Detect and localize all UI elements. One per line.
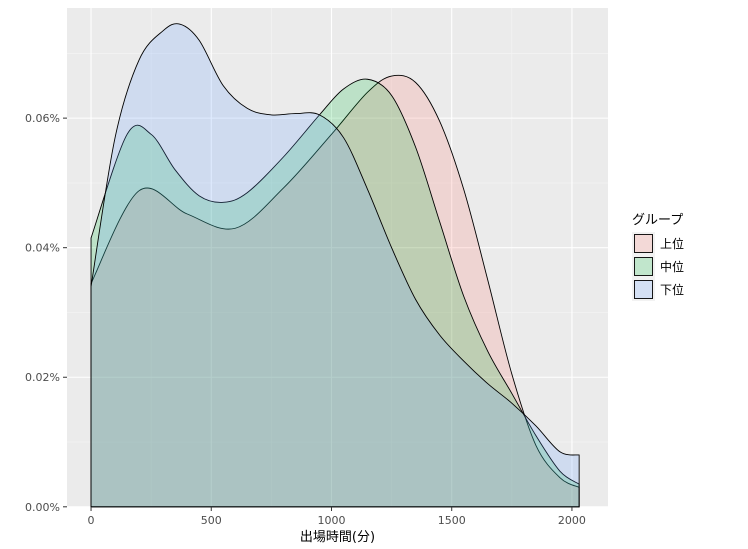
legend-swatch-2 xyxy=(634,257,653,276)
density-area-3 xyxy=(90,23,580,508)
legend-swatch-3 xyxy=(634,280,653,299)
legend-swatch-1 xyxy=(634,234,653,253)
legend-label-3: 下位 xyxy=(660,282,684,297)
x-tick-label: 0 xyxy=(88,514,95,527)
x-tick-label: 2000 xyxy=(558,514,586,527)
density-area-1 xyxy=(90,74,580,508)
x-tick-label: 500 xyxy=(201,514,222,527)
x-tick-label: 1500 xyxy=(438,514,466,527)
plot-panel xyxy=(67,8,608,507)
legend-key-bg xyxy=(632,255,655,278)
y-tick-label: 0.02% xyxy=(25,371,60,384)
y-tick-label: 0.00% xyxy=(25,501,60,514)
y-tick-label: 0.04% xyxy=(25,242,60,255)
legend-title: グループ xyxy=(632,213,683,228)
x-tick-label: 1000 xyxy=(317,514,345,527)
legend-label-1: 上位 xyxy=(660,236,684,251)
legend-key-bg xyxy=(632,232,655,255)
legend-label-2: 中位 xyxy=(660,259,684,274)
y-tick-label: 0.06% xyxy=(25,112,60,125)
x-axis-title: 出場時間(分) xyxy=(300,530,375,545)
density-area-2 xyxy=(90,78,580,508)
legend-key-bg xyxy=(632,278,655,301)
